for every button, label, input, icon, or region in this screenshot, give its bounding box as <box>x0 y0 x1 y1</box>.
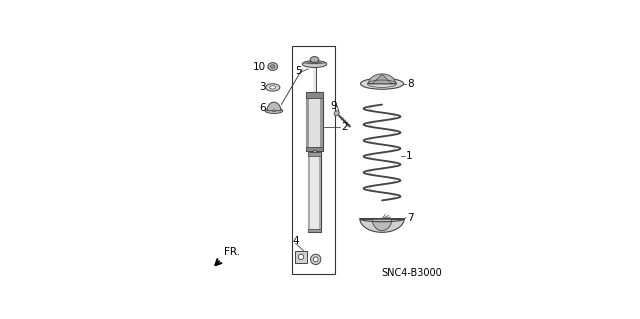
Text: FR.: FR. <box>223 247 239 257</box>
Ellipse shape <box>266 84 280 91</box>
Bar <box>321 92 323 151</box>
Text: 9: 9 <box>330 101 337 111</box>
Bar <box>319 152 321 232</box>
Text: 6: 6 <box>259 103 266 113</box>
Ellipse shape <box>310 56 319 63</box>
Ellipse shape <box>310 254 321 264</box>
Ellipse shape <box>273 110 275 112</box>
Text: 8: 8 <box>407 79 413 89</box>
Bar <box>308 152 321 232</box>
Ellipse shape <box>313 257 318 262</box>
Bar <box>306 147 323 151</box>
Ellipse shape <box>268 63 278 70</box>
Ellipse shape <box>270 86 276 89</box>
Bar <box>292 46 335 274</box>
Ellipse shape <box>360 78 404 89</box>
Text: 7: 7 <box>407 212 413 223</box>
Bar <box>308 152 310 232</box>
Bar <box>306 92 323 151</box>
Ellipse shape <box>334 111 339 116</box>
Ellipse shape <box>265 108 283 114</box>
Bar <box>306 92 323 99</box>
Ellipse shape <box>271 65 275 68</box>
Text: 10: 10 <box>253 62 266 71</box>
Polygon shape <box>360 219 404 232</box>
Text: 3: 3 <box>259 82 266 93</box>
Text: 1: 1 <box>405 151 412 161</box>
Polygon shape <box>372 74 392 84</box>
Polygon shape <box>372 219 392 231</box>
Bar <box>308 152 321 156</box>
Bar <box>313 67 316 92</box>
Bar <box>312 150 316 152</box>
Bar <box>308 229 321 232</box>
Polygon shape <box>369 74 396 84</box>
Ellipse shape <box>298 254 304 260</box>
Text: 2: 2 <box>342 122 348 132</box>
Ellipse shape <box>302 61 327 68</box>
Bar <box>295 251 307 263</box>
Polygon shape <box>267 102 281 111</box>
Text: SNC4-B3000: SNC4-B3000 <box>381 268 442 278</box>
Text: 5: 5 <box>295 66 301 77</box>
Text: 4: 4 <box>292 236 299 246</box>
Bar <box>306 92 308 151</box>
